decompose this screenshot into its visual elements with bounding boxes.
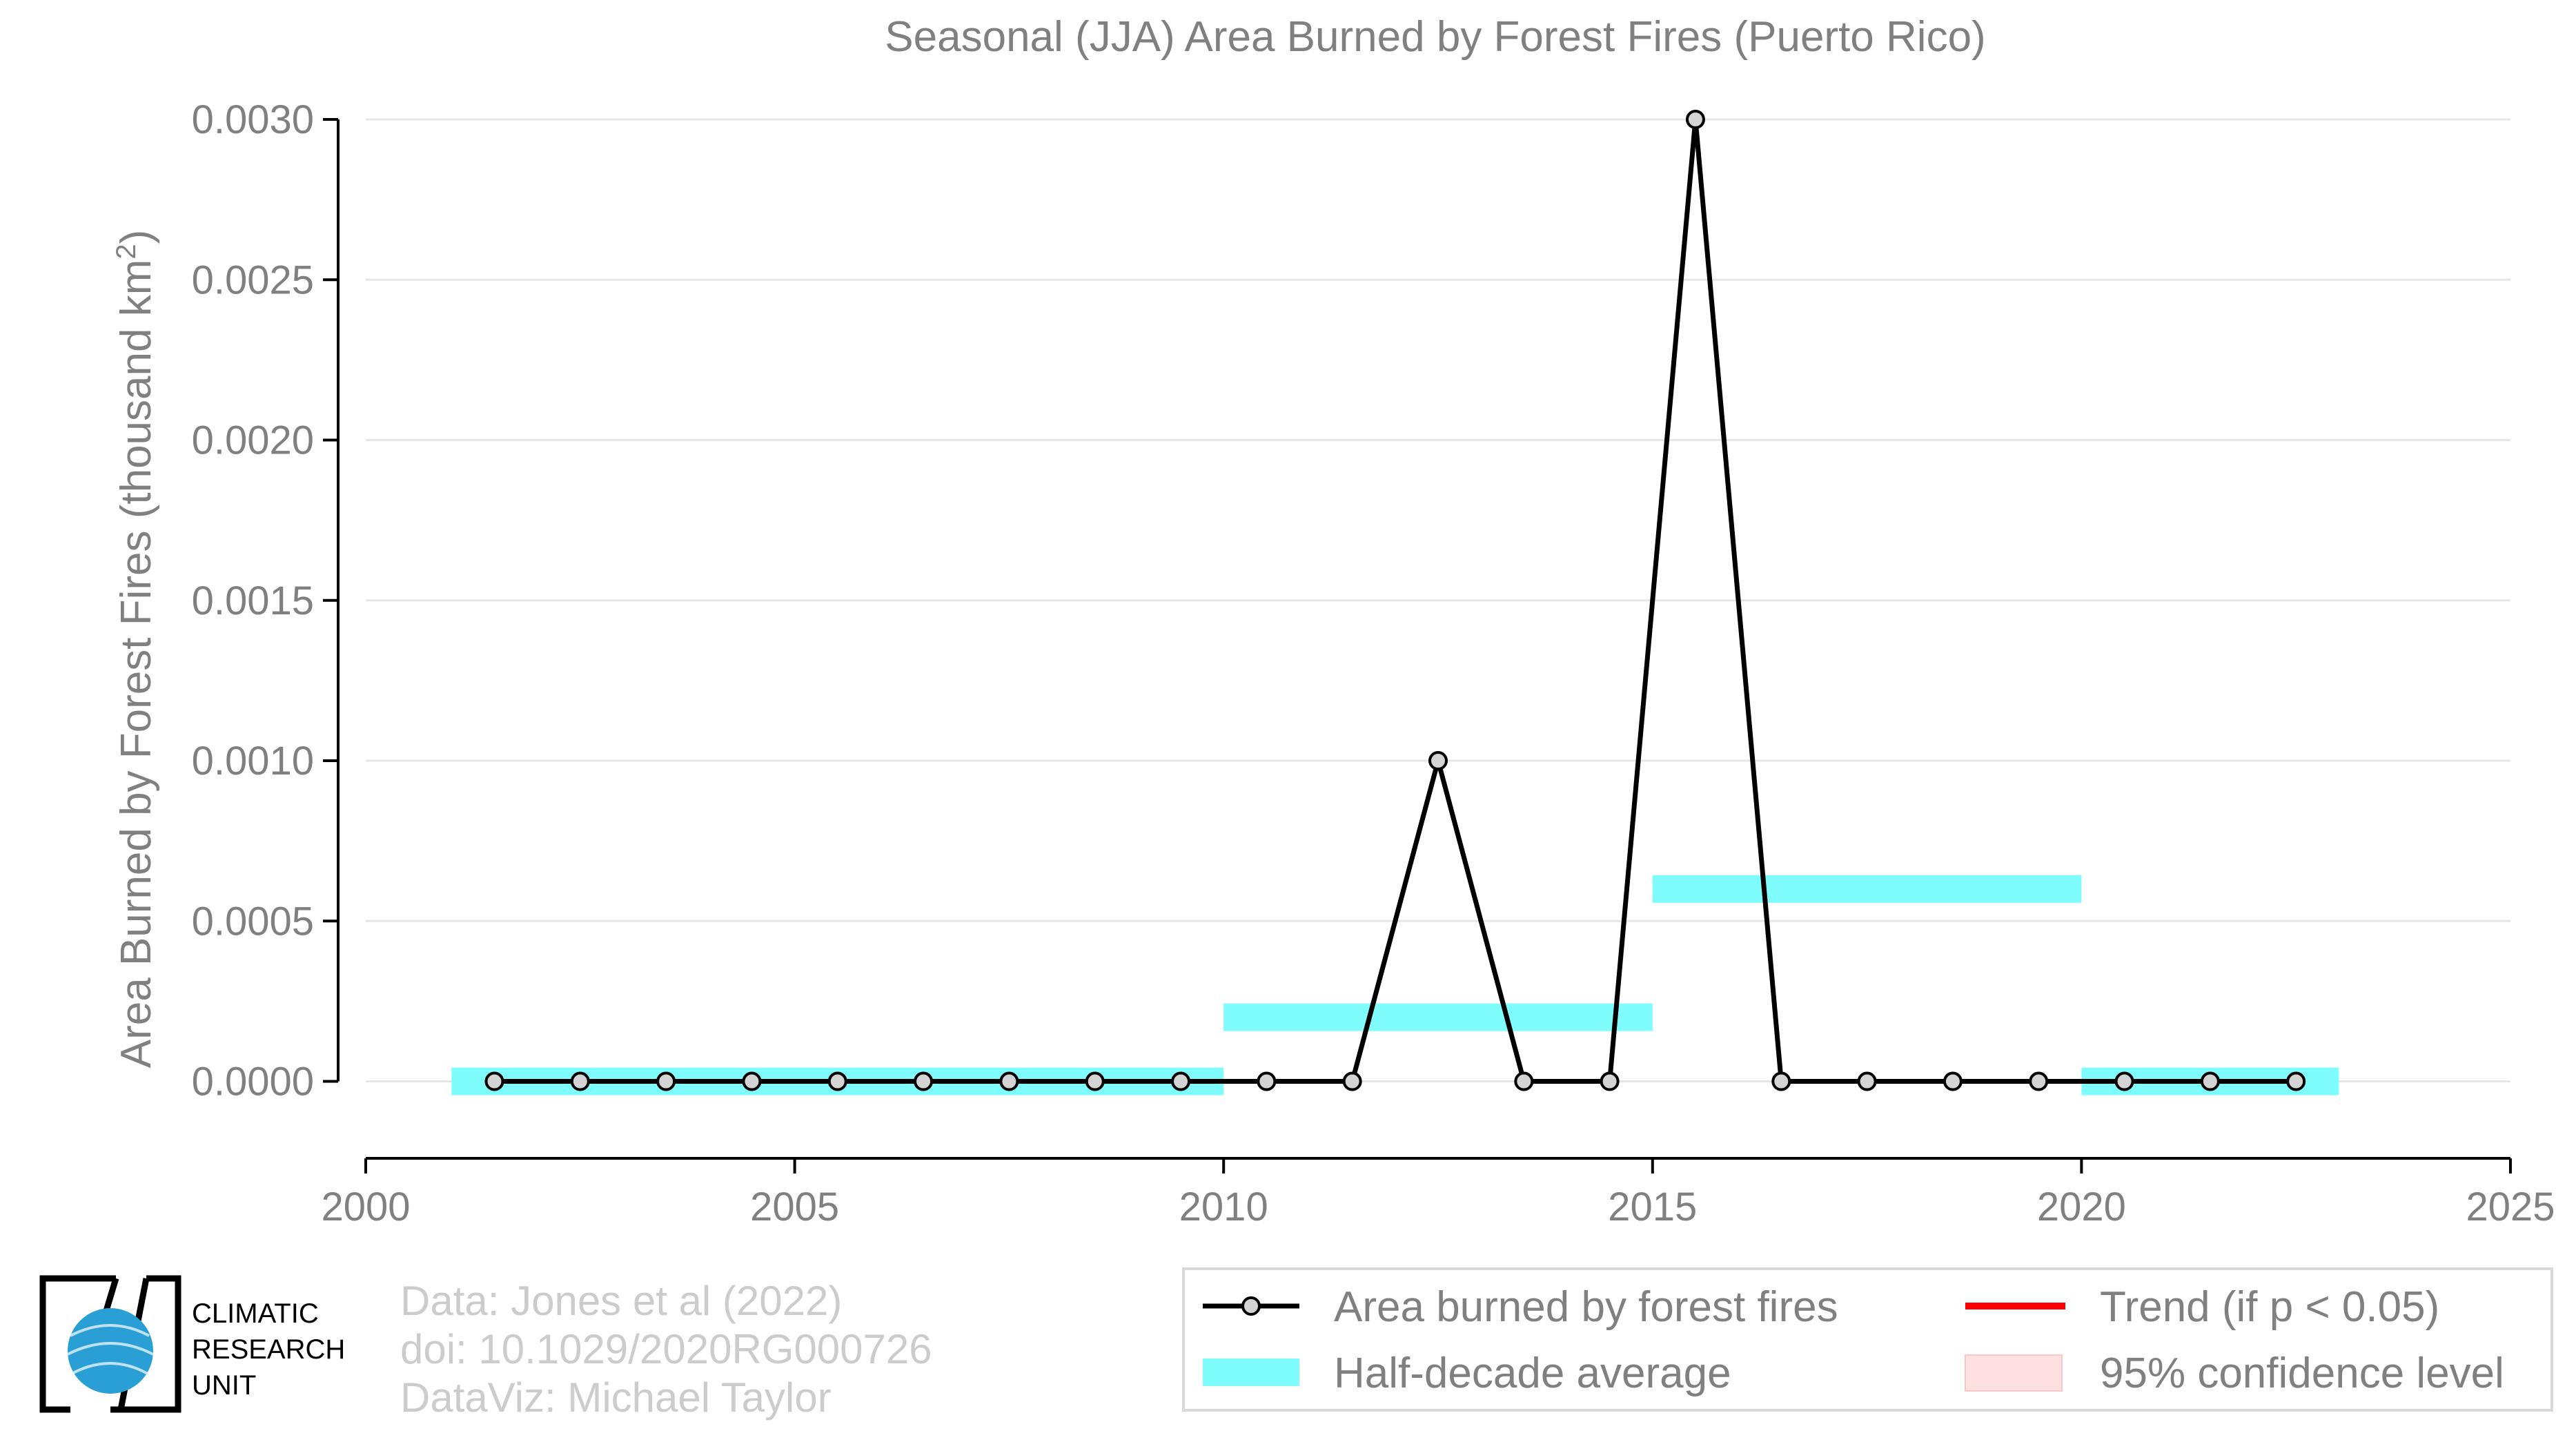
- y-tick-labels: 0.0000 0.0005 0.0010 0.0015 0.0020 0.0025 0.00…: [192, 97, 314, 1104]
- data-point: [1600, 1071, 1620, 1091]
- logo-text-unit: UNIT: [192, 1370, 256, 1401]
- data-point: [1857, 1071, 1877, 1091]
- data-point: [2200, 1071, 2220, 1091]
- y-tick-label: 0.0020: [192, 418, 314, 463]
- data-point: [1171, 1071, 1191, 1091]
- x-tick-label: 2005: [750, 1185, 839, 1229]
- legend-label-trend: Trend (if p < 0.05): [2100, 1283, 2439, 1331]
- half-decade-bands: [451, 875, 2339, 1095]
- logo-globe-swirl-icon: [67, 1324, 154, 1375]
- data-point: [1771, 1071, 1791, 1091]
- data-point: [742, 1071, 762, 1091]
- data-point: [827, 1071, 847, 1091]
- logo-text-climatic: CLIMATIC: [192, 1298, 319, 1329]
- logo-frame: [39, 1275, 181, 1413]
- credit-data: Data: Jones et al (2022): [400, 1278, 842, 1324]
- credit-dataviz: DataViz: Michael Taylor: [400, 1374, 832, 1421]
- chart-title: Seasonal (JJA) Area Burned by Forest Fir…: [885, 13, 1985, 61]
- legend-label-area-burned: Area burned by forest fires: [1334, 1283, 1838, 1331]
- logo-globe-icon: [68, 1308, 153, 1394]
- legend-swatch-area-burned-marker: [1241, 1296, 1261, 1316]
- half-decade-band: [1652, 875, 2082, 903]
- data-point: [1085, 1071, 1105, 1091]
- y-axis-label-sup: 2: [111, 244, 141, 259]
- data-point: [484, 1071, 504, 1091]
- y-tick-label: 0.0030: [192, 97, 314, 142]
- y-axis-label-close: ): [112, 230, 160, 244]
- y-tick-label: 0.0025: [192, 257, 314, 302]
- data-point: [1342, 1071, 1362, 1091]
- data-point: [1257, 1071, 1277, 1091]
- legend-label-half-decade: Half-decade average: [1334, 1350, 1731, 1397]
- grid-lines: [366, 118, 2510, 1083]
- data-point: [914, 1071, 934, 1091]
- x-tick-label: 2025: [2466, 1185, 2555, 1229]
- data-point: [2029, 1071, 2049, 1091]
- credits: Data: Jones et al (2022) doi: 10.1029/20…: [400, 1278, 932, 1421]
- data-point: [1428, 751, 1448, 771]
- x-tick-label: 2000: [321, 1185, 410, 1229]
- series-line: [494, 119, 2297, 1084]
- logo-text-research: RESEARCH: [192, 1334, 345, 1365]
- data-point: [570, 1071, 590, 1091]
- y-axis-label-main: Area Burned by Forest Fires (thousand km: [112, 260, 160, 1069]
- data-point: [1685, 110, 1705, 129]
- credit-doi: doi: 10.1029/2020RG000726: [400, 1326, 932, 1372]
- x-tick-label: 2015: [1608, 1185, 1697, 1229]
- legend-label-confidence: 95% confidence level: [2100, 1350, 2504, 1397]
- half-decade-band: [1223, 1003, 1653, 1031]
- cru-logo: CLIMATIC RESEARCH UNIT: [39, 1275, 345, 1413]
- x-tick-label: 2020: [2037, 1185, 2126, 1229]
- data-point: [656, 1071, 676, 1091]
- data-point: [999, 1071, 1019, 1091]
- y-tick-label: 0.0005: [192, 899, 314, 944]
- data-point: [1943, 1071, 1963, 1091]
- y-tick-label: 0.0000: [192, 1060, 314, 1104]
- series-layer: [484, 110, 2306, 1091]
- legend-swatch-confidence: [1965, 1354, 2063, 1392]
- axes: [323, 118, 2512, 1174]
- x-tick-label: 2010: [1179, 1185, 1268, 1229]
- legend: Area burned by forest fires Half-decade …: [1182, 1267, 2553, 1412]
- data-point: [2286, 1071, 2306, 1091]
- x-tick-labels: 2000 2005 2010 2015 2020 2025: [321, 1185, 2555, 1229]
- legend-box: [1182, 1267, 2553, 1412]
- y-tick-label: 0.0010: [192, 739, 314, 783]
- data-point: [1514, 1071, 1534, 1091]
- legend-swatch-half-decade: [1203, 1359, 1299, 1386]
- y-axis-label: Area Burned by Forest Fires (thousand km…: [111, 230, 160, 1069]
- y-tick-label: 0.0015: [192, 578, 314, 623]
- data-point: [2114, 1071, 2134, 1091]
